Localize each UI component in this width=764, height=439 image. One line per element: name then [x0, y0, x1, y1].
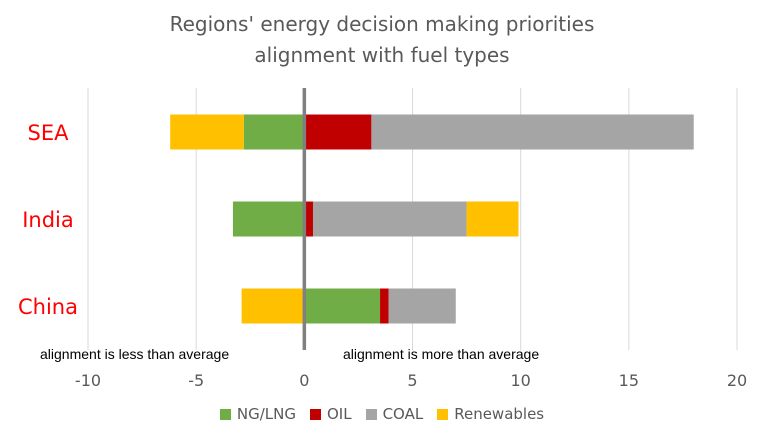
- x-tick-label: 5: [407, 371, 417, 390]
- bar-ng-lng-china: [304, 288, 381, 324]
- legend-label: NG/LNG: [236, 405, 296, 423]
- bar-coal-india: [312, 201, 467, 237]
- annotation-left: alignment is less than average: [40, 346, 229, 362]
- category-label: India: [22, 208, 74, 232]
- bar-ng-lng-india: [232, 201, 305, 237]
- legend-item-renewables: Renewables: [437, 405, 544, 423]
- legend-swatch: [219, 408, 231, 420]
- x-tick-label: 0: [299, 371, 309, 390]
- category-label: China: [18, 295, 78, 319]
- legend-item-ng-lng: NG/LNG: [219, 405, 296, 423]
- legend-swatch: [365, 408, 377, 420]
- legend-label: Renewables: [454, 405, 545, 423]
- category-label: SEA: [28, 121, 70, 145]
- legend-item-coal: COAL: [365, 405, 424, 423]
- legend-label: OIL: [326, 405, 352, 423]
- bar-renewables-china: [241, 288, 305, 324]
- x-tick-label: 20: [727, 371, 747, 390]
- bar-oil-india: [304, 201, 313, 237]
- chart-title-line-1: Regions' energy decision making prioriti…: [169, 12, 595, 36]
- bar-coal-china: [388, 288, 456, 324]
- x-tick-label: -10: [75, 371, 101, 390]
- legend: NG/LNG OIL COAL Renewables: [0, 402, 764, 426]
- bar-renewables-india: [466, 201, 519, 237]
- annotation-right: alignment is more than average: [343, 346, 539, 362]
- legend-swatch: [437, 408, 449, 420]
- legend-swatch: [309, 408, 321, 420]
- bar-ng-lng-sea: [243, 114, 305, 150]
- bar-coal-sea: [371, 114, 694, 150]
- x-tick-label: 10: [510, 371, 530, 390]
- x-tick-label: -5: [188, 371, 204, 390]
- x-tick-label: 15: [619, 371, 639, 390]
- legend-item-oil: OIL: [309, 405, 352, 423]
- bar-renewables-sea: [170, 114, 244, 150]
- bar-oil-china: [380, 288, 389, 324]
- bar-oil-sea: [304, 114, 372, 150]
- chart-title-line-2: alignment with fuel types: [254, 43, 510, 67]
- legend-label: COAL: [382, 405, 424, 423]
